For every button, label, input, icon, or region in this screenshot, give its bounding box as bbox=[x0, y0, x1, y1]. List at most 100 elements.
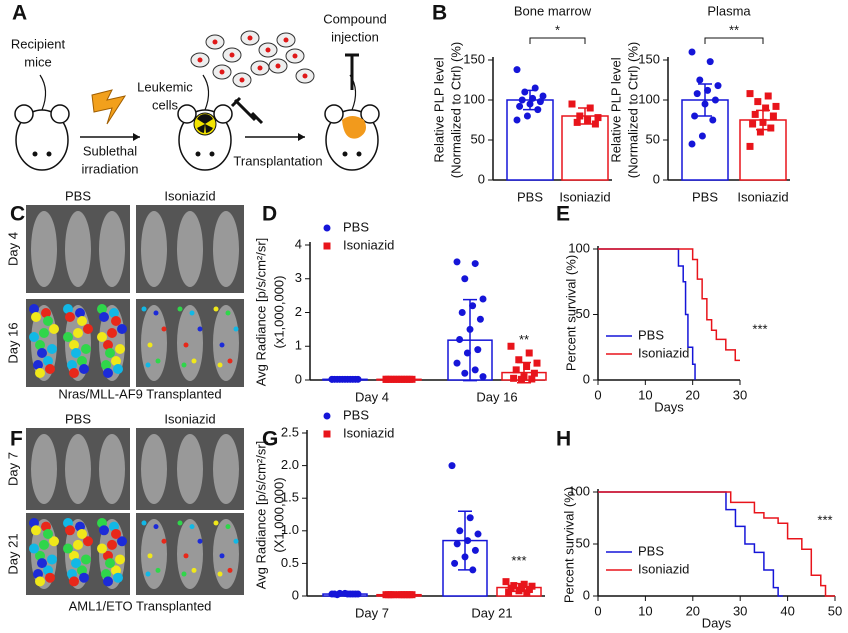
data-point bbox=[523, 112, 531, 120]
mouse-silhouette bbox=[213, 305, 239, 381]
signal bbox=[29, 304, 39, 314]
mouse-ear bbox=[177, 104, 197, 124]
signal bbox=[69, 576, 79, 587]
signal bbox=[31, 312, 41, 322]
data-point bbox=[568, 100, 576, 108]
mouse bbox=[177, 74, 233, 171]
y-tick-label: 4 bbox=[295, 236, 302, 251]
signal bbox=[63, 332, 73, 342]
signal bbox=[153, 310, 159, 316]
lightning bbox=[91, 89, 127, 125]
y-tick-label: 150 bbox=[638, 51, 660, 66]
x-tick-label: 20 bbox=[686, 603, 700, 618]
data-point bbox=[513, 116, 521, 124]
signal bbox=[43, 356, 53, 366]
label: Recipient bbox=[11, 36, 66, 51]
signal bbox=[117, 324, 127, 334]
y-tick-label: 0 bbox=[583, 371, 590, 386]
y-tick-label: 1.0 bbox=[281, 522, 299, 537]
bar bbox=[506, 99, 554, 181]
data-point bbox=[534, 106, 542, 114]
label: Day 16 bbox=[5, 322, 20, 363]
panel-letter: F bbox=[10, 428, 23, 451]
signal bbox=[101, 360, 111, 370]
label: PBS bbox=[65, 188, 91, 203]
x-tick-label: 10 bbox=[638, 603, 652, 618]
data-point bbox=[706, 58, 714, 66]
mouse-silhouette bbox=[213, 519, 239, 589]
data-point bbox=[349, 590, 357, 598]
error-bar bbox=[756, 109, 770, 131]
panel-letter: H bbox=[556, 428, 571, 451]
signal bbox=[141, 520, 147, 526]
data-point bbox=[328, 375, 336, 383]
signal bbox=[107, 328, 117, 338]
data-point bbox=[536, 98, 544, 106]
y-tick-label: 0.5 bbox=[281, 555, 299, 570]
label: cells bbox=[152, 97, 179, 112]
label: Leukemic bbox=[137, 79, 193, 94]
cell-nucleus bbox=[219, 69, 225, 75]
signal bbox=[105, 558, 115, 569]
signal bbox=[103, 576, 113, 587]
label: PBS bbox=[65, 411, 91, 426]
signal bbox=[181, 571, 187, 577]
mouse-silhouette bbox=[65, 434, 91, 504]
y-axis-label: (Normalized to Ctrl) (%) bbox=[448, 42, 463, 179]
signal bbox=[35, 368, 45, 378]
data-point bbox=[323, 430, 331, 438]
data-point bbox=[746, 142, 754, 150]
y-tick-label: 2.5 bbox=[281, 424, 299, 439]
mouse-silhouette bbox=[31, 211, 57, 287]
x-tick-label: Isoniazid bbox=[737, 189, 788, 204]
signal bbox=[79, 364, 89, 374]
data-point bbox=[523, 363, 531, 370]
y-tick-label: 0 bbox=[653, 171, 660, 186]
signal bbox=[29, 543, 39, 554]
signal bbox=[73, 539, 83, 550]
data-point bbox=[591, 120, 599, 128]
signal bbox=[233, 326, 239, 332]
signal bbox=[181, 362, 187, 368]
label: Day 7 bbox=[5, 452, 20, 486]
signal bbox=[217, 571, 223, 577]
y-tick-label: 100 bbox=[568, 240, 590, 255]
signal bbox=[225, 524, 231, 530]
data-point bbox=[709, 116, 717, 124]
signal bbox=[227, 567, 233, 573]
mouse-silhouette bbox=[177, 211, 203, 287]
signal bbox=[37, 558, 47, 569]
legend-label: Isoniazid bbox=[638, 561, 689, 576]
signal bbox=[103, 368, 113, 378]
x-tick-label: 0 bbox=[594, 603, 601, 618]
x-tick-label: Day 4 bbox=[355, 389, 389, 404]
mouse-silhouette bbox=[177, 519, 203, 589]
y-tick-label: 3 bbox=[295, 270, 302, 285]
signal bbox=[41, 308, 51, 318]
y-tick-label: 50 bbox=[576, 535, 590, 550]
arrowhead bbox=[298, 133, 305, 141]
data-point bbox=[698, 132, 706, 140]
signal bbox=[43, 528, 53, 539]
x-tick-label: Day 16 bbox=[476, 389, 517, 404]
signal bbox=[99, 312, 109, 322]
label: Isoniazid bbox=[164, 411, 215, 426]
mouse-silhouette bbox=[213, 211, 239, 287]
signal bbox=[31, 525, 41, 536]
mouse-silhouette bbox=[99, 434, 125, 504]
data-point bbox=[456, 336, 464, 343]
data-point bbox=[471, 366, 479, 374]
signal bbox=[103, 340, 113, 350]
y-tick-label: 100 bbox=[463, 91, 485, 106]
signal bbox=[141, 306, 147, 312]
mouse-silhouette bbox=[99, 211, 125, 287]
signal bbox=[113, 364, 123, 374]
data-point bbox=[469, 566, 477, 574]
signal bbox=[71, 558, 81, 569]
cell-nucleus bbox=[283, 37, 289, 43]
signal bbox=[35, 340, 45, 350]
data-point bbox=[512, 366, 520, 374]
survival-curve bbox=[598, 248, 740, 362]
signal bbox=[29, 332, 39, 342]
signal bbox=[37, 348, 47, 358]
